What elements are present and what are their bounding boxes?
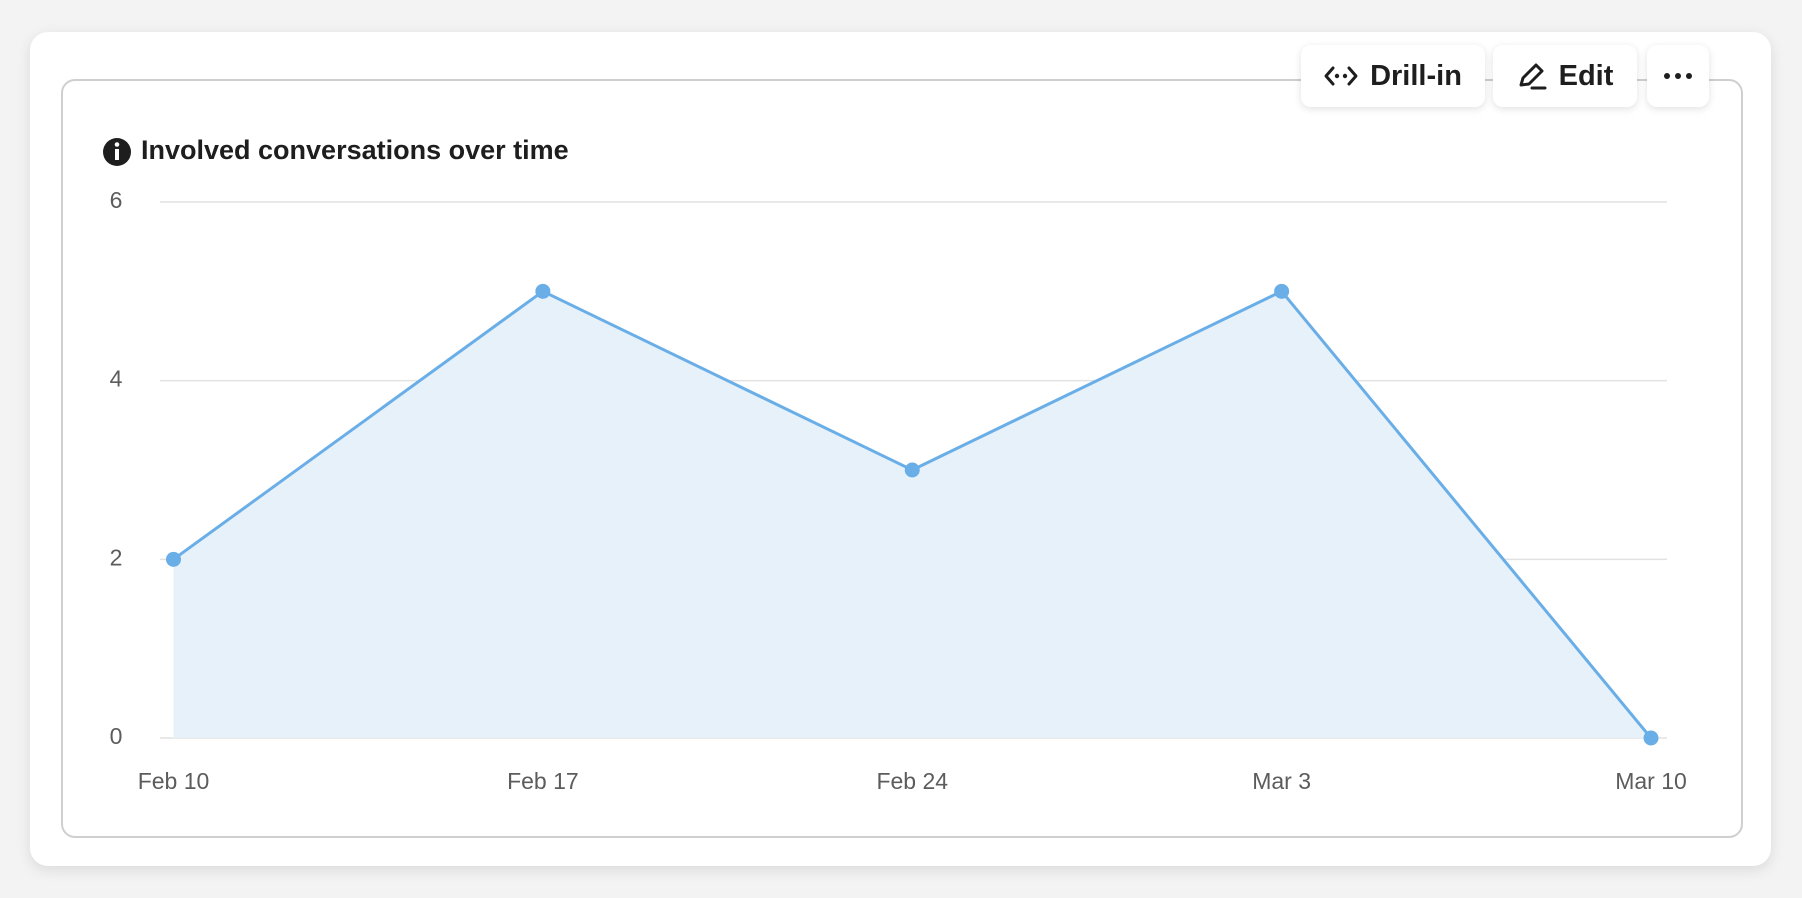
chart-title: Involved conversations over time (141, 135, 569, 165)
x-tick-label: Feb 24 (876, 768, 948, 794)
info-icon-dot (114, 142, 120, 147)
more-button[interactable] (1647, 45, 1709, 107)
info-icon-bar (115, 149, 119, 160)
edit-icon (1519, 63, 1547, 90)
drill-in-icon (1324, 66, 1358, 86)
drill-in-button[interactable]: Drill-in (1301, 45, 1485, 107)
area-fill (173, 291, 1651, 738)
point (904, 462, 920, 478)
point (166, 551, 181, 567)
edit-button[interactable]: Edit (1493, 45, 1637, 107)
y-tick-label: 6 (110, 187, 123, 213)
x-tick-label: Mar 3 (1252, 768, 1311, 794)
point (1274, 283, 1290, 299)
drill-in-label: Drill-in (1370, 59, 1462, 92)
y-tick-label: 0 (110, 723, 123, 749)
chart-frame (61, 79, 1743, 838)
x-tick-label: Mar 10 (1615, 768, 1687, 794)
more-icon (1664, 73, 1692, 79)
edit-label: Edit (1558, 59, 1614, 92)
point (1643, 730, 1659, 746)
y-tick-label: 4 (110, 366, 123, 392)
x-tick-label: Feb 10 (138, 768, 210, 794)
point (535, 283, 551, 299)
x-tick-label: Feb 17 (507, 768, 579, 794)
y-tick-label: 2 (110, 544, 123, 570)
